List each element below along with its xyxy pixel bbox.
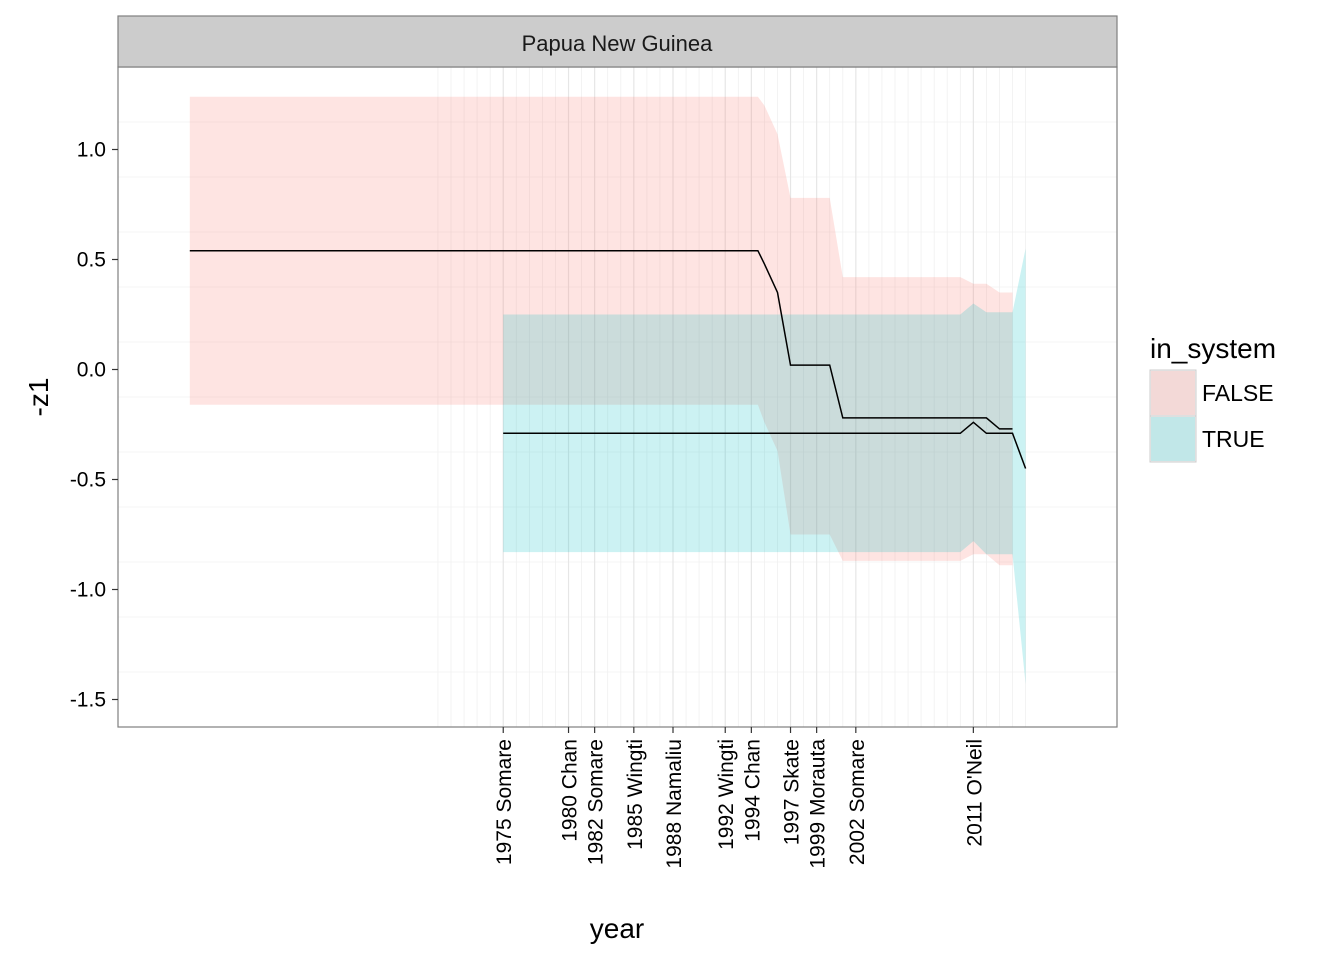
ribbon-true (503, 248, 1026, 685)
legend-swatch-false (1151, 371, 1195, 415)
y-tick-label: -1.5 (70, 689, 106, 712)
legend-key-true (1149, 415, 1197, 463)
x-tick-label: 2011 O'Neil (963, 739, 986, 847)
ribbons (189, 96, 1026, 685)
line-true (503, 421, 1027, 469)
x-tick-label: 1975 Somare (493, 739, 516, 865)
x-tick-label: 1994 Chan (741, 739, 764, 842)
y-axis: 1.0 0.5 0.0 -0.5 -1.0 -1.5 (70, 139, 118, 712)
grid (118, 66, 1117, 728)
x-tick-label: 1997 Skate (781, 739, 804, 845)
x-tick-label: 1999 Morauta (807, 739, 830, 869)
y-tick-label: -1.0 (70, 579, 106, 602)
facet-strip-label: Papua New Guinea (522, 31, 714, 56)
x-tick-label: 1982 Somare (585, 739, 608, 865)
y-tick-label: 0.0 (77, 359, 106, 382)
x-tick-label: 1992 Wingti (715, 739, 738, 850)
legend-label-false: FALSE (1202, 380, 1274, 406)
x-tick-label: 1988 Namaliu (663, 739, 686, 869)
y-tick-label: 1.0 (77, 139, 106, 162)
ribbon-false (189, 96, 1013, 566)
lines (189, 249, 1027, 469)
x-tick-label: 1980 Chan (559, 739, 582, 842)
x-tick-label: 1985 Wingti (624, 739, 647, 850)
legend: in_system FALSE TRUE (1149, 333, 1276, 463)
legend-key-false (1149, 369, 1197, 417)
legend-label-true: TRUE (1202, 426, 1265, 452)
x-axis: 1975 Somare 1980 Chan 1982 Somare 1985 Wing… (493, 727, 986, 869)
x-tick-label: 2002 Somare (846, 739, 869, 865)
y-tick-label: -0.5 (70, 469, 106, 492)
y-tick-label: 0.5 (77, 249, 106, 272)
line-false (189, 249, 1013, 430)
legend-swatch-true (1151, 417, 1195, 461)
y-axis-title: -z1 (23, 378, 54, 417)
x-axis-title: year (590, 913, 644, 944)
legend-title: in_system (1150, 333, 1276, 364)
facet-strip (117, 15, 1118, 68)
